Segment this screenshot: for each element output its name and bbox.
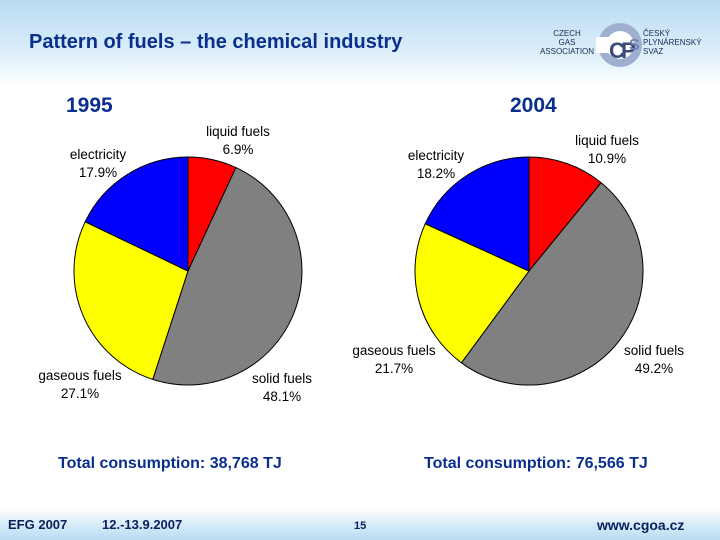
slice-name: electricity [69, 147, 127, 162]
slice-label-liquid-2004: liquid fuels 10.9% [552, 132, 662, 168]
logo-letter: S [629, 37, 640, 54]
pie-slice-electricity-1995 [84, 156, 189, 272]
logo-gap [596, 37, 622, 53]
pie-chart-1995 [73, 156, 303, 386]
pie-slice-gaseous-fuels-1995 [73, 221, 189, 381]
pie-chart-2004 [414, 156, 644, 386]
footer-band [0, 509, 720, 540]
slice-name: gaseous fuels [352, 343, 436, 358]
total-consumption-2004: Total consumption: 76,566 TJ [424, 455, 648, 472]
logo-right-line: SVAZ [643, 47, 664, 56]
logo-right-line: ČESKÝ [643, 29, 671, 38]
slice-label-gaseous-1995: gaseous fuels 27.1% [24, 367, 136, 403]
slice-label-solid-2004: solid fuels 49.2% [604, 342, 704, 378]
logo-letter: P [621, 38, 636, 63]
slice-name: gaseous fuels [38, 368, 122, 383]
slice-label-electricity-1995: electricity 17.9% [48, 146, 148, 182]
slice-name: solid fuels [251, 371, 313, 386]
logo-letter: C [609, 38, 625, 63]
slice-value: 48.1% [262, 389, 302, 404]
slice-name: liquid fuels [206, 124, 270, 139]
footer-url[interactable]: www.cgoa.cz [597, 517, 685, 533]
slice-value: 10.9% [587, 151, 627, 166]
slice-value: 27.1% [60, 386, 100, 401]
cgoa-logo-icon: C P S [596, 23, 642, 67]
slice-name: solid fuels [623, 343, 685, 358]
pie-2004-title: 2004 [510, 94, 557, 117]
association-logo: CZECH GAS ASSOCIATION C P S ČESKÝ PLYNÁR… [538, 20, 718, 74]
slice-label-gaseous-2004: gaseous fuels 21.7% [338, 342, 450, 378]
pie-slice-electricity-2004 [424, 156, 530, 272]
logo-left-line: ASSOCIATION [539, 47, 595, 56]
slice-name: liquid fuels [575, 133, 639, 148]
slice-value: 49.2% [634, 361, 674, 376]
slice-value: 6.9% [222, 142, 254, 157]
logo-right-line: PLYNÁRENSKÝ [643, 38, 702, 47]
logo-left-line: CZECH [553, 29, 581, 38]
page-number: 15 [354, 520, 367, 532]
logo-left-text: CZECH GAS ASSOCIATION [538, 29, 596, 56]
page-title: Pattern of fuels – the chemical industry [29, 31, 403, 53]
slice-value: 21.7% [374, 361, 414, 376]
logo-left-line: GAS [558, 38, 576, 47]
pie-1995-title: 1995 [66, 94, 113, 117]
pie-slice-solid-fuels-1995 [152, 166, 303, 386]
footer-event: EFG 2007 [8, 517, 68, 532]
pie-slice-solid-fuels-2004 [460, 182, 644, 386]
slice-label-solid-1995: solid fuels 48.1% [232, 370, 332, 406]
pie-slice-liquid-fuels-2004 [528, 156, 602, 273]
slice-label-electricity-2004: electricity 18.2% [386, 147, 486, 183]
logo-right-text: ČESKÝ PLYNÁRENSKÝ SVAZ [643, 29, 713, 56]
slice-label-liquid-1995: liquid fuels 6.9% [188, 123, 288, 159]
slice-name: electricity [407, 148, 465, 163]
footer-dates: 12.-13.9.2007 [102, 517, 183, 532]
slice-value: 18.2% [416, 166, 456, 181]
total-consumption-1995: Total consumption: 38,768 TJ [58, 455, 282, 472]
slice-value: 17.9% [78, 165, 118, 180]
